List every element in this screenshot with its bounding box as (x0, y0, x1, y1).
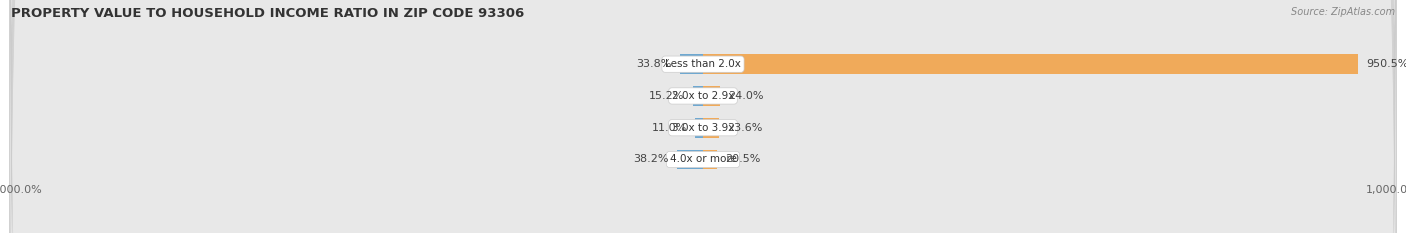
Text: 23.6%: 23.6% (727, 123, 763, 133)
Bar (703, 150, 717, 169)
FancyBboxPatch shape (10, 0, 1396, 233)
Text: PROPERTY VALUE TO HOUSEHOLD INCOME RATIO IN ZIP CODE 93306: PROPERTY VALUE TO HOUSEHOLD INCOME RATIO… (11, 7, 524, 20)
Bar (696, 118, 703, 137)
FancyBboxPatch shape (10, 0, 1396, 233)
Bar (703, 86, 720, 106)
Bar (676, 150, 703, 169)
Text: Source: ZipAtlas.com: Source: ZipAtlas.com (1291, 7, 1395, 17)
Text: 20.5%: 20.5% (725, 154, 761, 164)
Bar (703, 118, 720, 137)
Text: 24.0%: 24.0% (728, 91, 763, 101)
Text: Less than 2.0x: Less than 2.0x (665, 59, 741, 69)
Text: 950.5%: 950.5% (1367, 59, 1406, 69)
Text: 33.8%: 33.8% (636, 59, 672, 69)
Text: 38.2%: 38.2% (633, 154, 668, 164)
Bar (703, 54, 1358, 74)
Bar (693, 86, 703, 106)
FancyBboxPatch shape (10, 0, 1396, 233)
Bar (679, 54, 703, 74)
Text: 11.0%: 11.0% (652, 123, 688, 133)
Text: 4.0x or more: 4.0x or more (669, 154, 737, 164)
FancyBboxPatch shape (10, 0, 1396, 233)
Text: 2.0x to 2.9x: 2.0x to 2.9x (672, 91, 734, 101)
Text: 15.2%: 15.2% (650, 91, 685, 101)
Text: 3.0x to 3.9x: 3.0x to 3.9x (672, 123, 734, 133)
